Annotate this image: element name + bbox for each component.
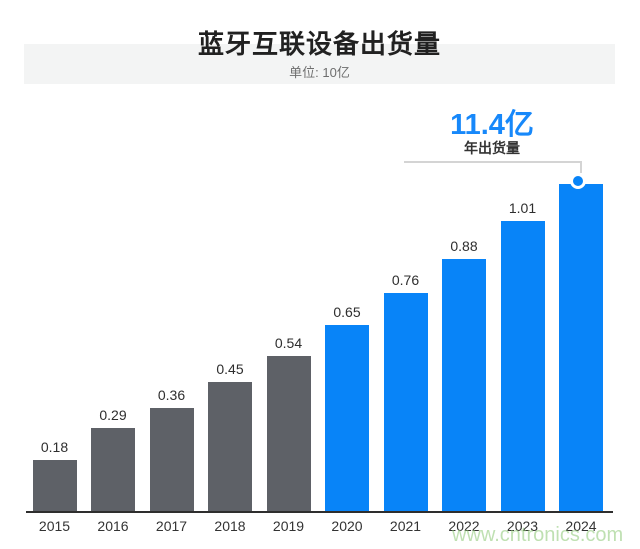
bar-2019 [266, 356, 311, 512]
callout-line-vertical [580, 161, 582, 173]
value-label-2022: 0.88 [450, 238, 478, 254]
x-tick-2017: 2017 [155, 518, 188, 534]
bar-2024 [559, 184, 603, 512]
value-label-2017: 0.36 [157, 387, 186, 403]
chart-unit-note: 单位: 10亿 [289, 65, 350, 80]
callout-line-horizontal [404, 161, 582, 163]
x-tick-2018: 2018 [214, 518, 246, 534]
x-tick-2023: 2023 [506, 518, 539, 534]
bar-2020 [325, 325, 369, 512]
value-label-2016: 0.29 [99, 407, 127, 423]
value-label-2019: 0.54 [274, 335, 303, 351]
value-label-2015: 0.18 [40, 439, 69, 455]
x-tick-2020: 2020 [331, 518, 363, 534]
bar-2016 [91, 428, 135, 512]
x-tick-2022: 2022 [448, 518, 480, 534]
bar-2017 [149, 408, 194, 512]
x-tick-2015: 2015 [38, 518, 71, 534]
value-label-2021: 0.76 [391, 272, 420, 288]
x-tick-2016: 2016 [97, 518, 129, 534]
value-label-2023: 1.01 [508, 200, 537, 216]
x-tick-2021: 2021 [389, 518, 422, 534]
bar-2023 [500, 221, 545, 512]
bar-2022 [442, 259, 486, 512]
x-tick-2019: 2019 [272, 518, 305, 534]
watermark: www.cntronics.com [452, 524, 624, 546]
x-tick-2024: 2024 [565, 518, 597, 534]
value-label-2020: 0.65 [333, 304, 361, 320]
highlight-value: 11.4亿 [450, 109, 534, 141]
header-band [24, 44, 615, 84]
chart-title: 蓝牙互联设备出货量 [197, 29, 441, 59]
bar-2015 [32, 460, 77, 512]
bar-2018 [208, 382, 252, 512]
highlight-label: 年出货量 [464, 140, 520, 156]
x-axis-line [26, 511, 613, 513]
bar-2021 [383, 293, 428, 512]
highlight-dot-marker [570, 173, 586, 189]
value-label-2018: 0.45 [216, 361, 244, 377]
